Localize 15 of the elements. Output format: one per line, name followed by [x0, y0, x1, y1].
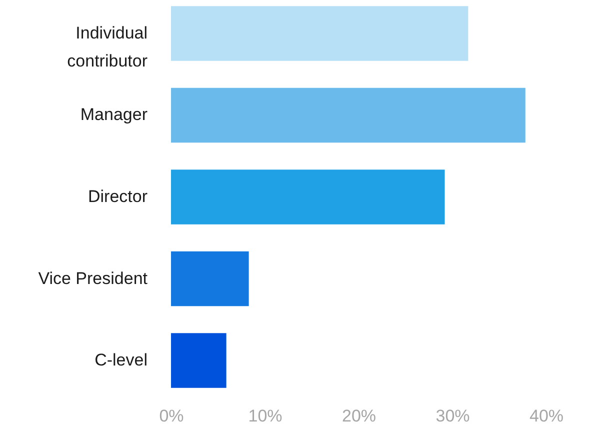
x-tick-label: 10%: [248, 406, 282, 426]
x-tick-label: 40%: [529, 406, 564, 426]
y-tick-label: Director: [88, 187, 148, 206]
bar: [171, 6, 468, 61]
y-tick-label: Individual contributor: [67, 23, 148, 70]
bar: [171, 88, 526, 143]
bar: [171, 333, 226, 388]
y-tick-label: Vice President: [38, 268, 148, 288]
bar: [171, 170, 445, 224]
x-tick-label: 30%: [436, 406, 470, 426]
x-tick-label: 0%: [159, 406, 184, 426]
y-tick-label: Manager: [80, 105, 148, 124]
y-tick-label: C-level: [94, 350, 148, 370]
x-tick-label: 20%: [342, 406, 376, 426]
bar: [171, 251, 249, 306]
